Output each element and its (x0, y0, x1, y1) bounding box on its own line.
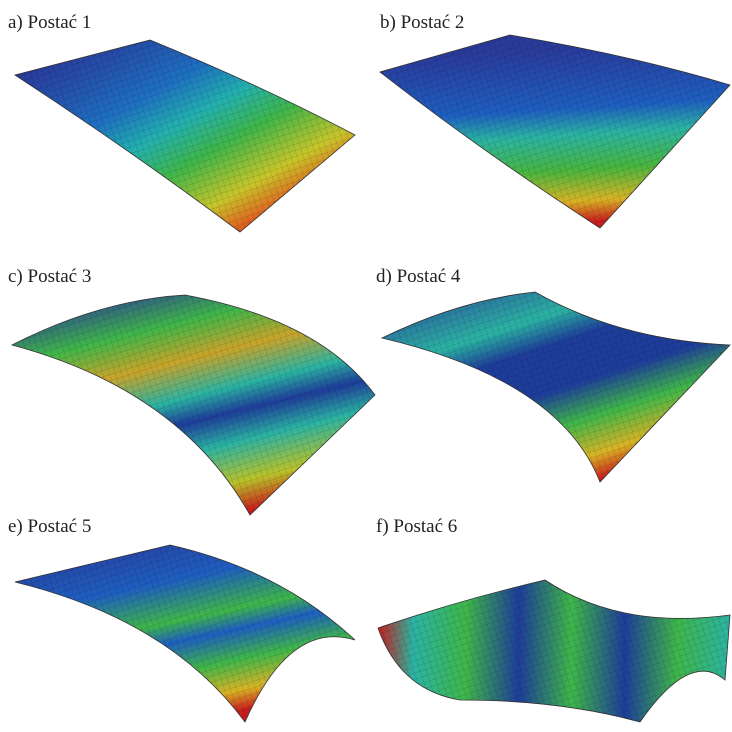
surface (380, 35, 730, 228)
panel-label: e) Postać 5 (8, 516, 91, 537)
surface (378, 580, 730, 722)
surface (15, 545, 355, 722)
panel-label: a) Postać 1 (8, 12, 91, 33)
panel-label: d) Postać 4 (376, 266, 461, 287)
panel-label: b) Postać 2 (380, 12, 464, 33)
panel-label: f) Postać 6 (376, 516, 457, 537)
surface (382, 292, 730, 482)
surface (12, 295, 375, 515)
panel-label: c) Postać 3 (8, 266, 91, 287)
figure: a) Postać 1 b) Postać 2 c) Postać 3 d) P… (0, 0, 732, 732)
surface (15, 40, 355, 232)
